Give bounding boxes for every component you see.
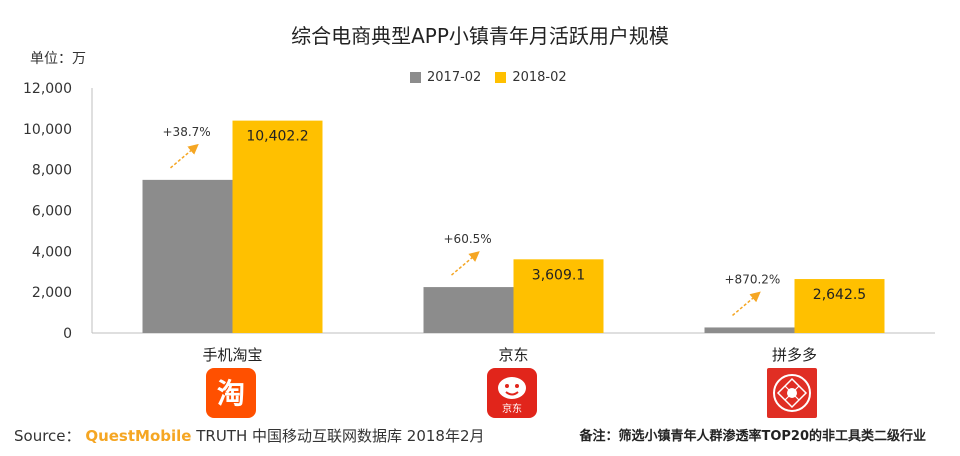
y-tick-label: 10,000 [23,122,72,138]
legend: 2017-02 2018-02 [410,70,581,85]
source-rest: TRUTH 中国移动互联网数据库 2018年2月 [196,427,485,445]
legend-label-2018: 2018-02 [512,70,567,85]
legend-swatch-2017 [410,72,421,83]
legend-label-2017: 2017-02 [427,70,482,85]
y-tick-label: 2,000 [32,285,72,301]
legend-swatch-2018 [495,72,507,83]
source-brand: QuestMobile [85,427,192,445]
pinduoduo-logo-icon [767,368,817,418]
bar-2017 [423,287,514,333]
jd-logo-glyph: 京东 [502,402,522,415]
growth-arrow [732,291,761,317]
growth-arrow [451,251,480,276]
bar-2018 [794,279,885,333]
chart-title: 综合电商典型APP小镇青年月活跃用户规模 [291,24,669,48]
bar-2018 [513,259,604,333]
y-tick-label: 12,000 [23,81,72,97]
growth-arrow [170,143,199,169]
bar-value-label: 3,609.1 [532,267,585,283]
taobao-logo-icon: 淘 [206,368,256,418]
growth-label: +870.2% [725,272,781,286]
y-tick-label: 6,000 [32,204,72,220]
y-tick-label: 8,000 [32,163,72,179]
bar-2017 [142,179,233,333]
source-footnote: Source： QuestMobile TRUTH 中国移动互联网数据库 201… [14,425,485,446]
bar-2018 [232,120,323,333]
jd-logo-icon: 京东 [487,368,537,418]
y-axis-unit-label: 单位：万 [30,51,86,67]
bar-2017 [704,327,795,333]
taobao-logo-glyph: 淘 [217,377,245,410]
bar-value-label: 2,642.5 [813,287,866,303]
x-category-label: 手机淘宝 [202,346,262,364]
growth-label: +38.7% [163,125,211,139]
y-tick-label: 0 [63,326,72,342]
x-category-label: 京东 [498,346,528,364]
legend-item-2018: 2018-02 [495,70,567,85]
growth-label: +60.5% [444,232,492,246]
footnote-remark: 备注：筛选小镇青年人群渗透率TOP20的非工具类二级行业 [579,429,926,444]
source-prefix: Source： [14,427,81,445]
y-tick-label: 4,000 [32,244,72,260]
bar-value-label: 10,402.2 [246,129,308,145]
x-category-label: 拼多多 [772,346,817,364]
legend-item-2017: 2017-02 [410,70,481,85]
